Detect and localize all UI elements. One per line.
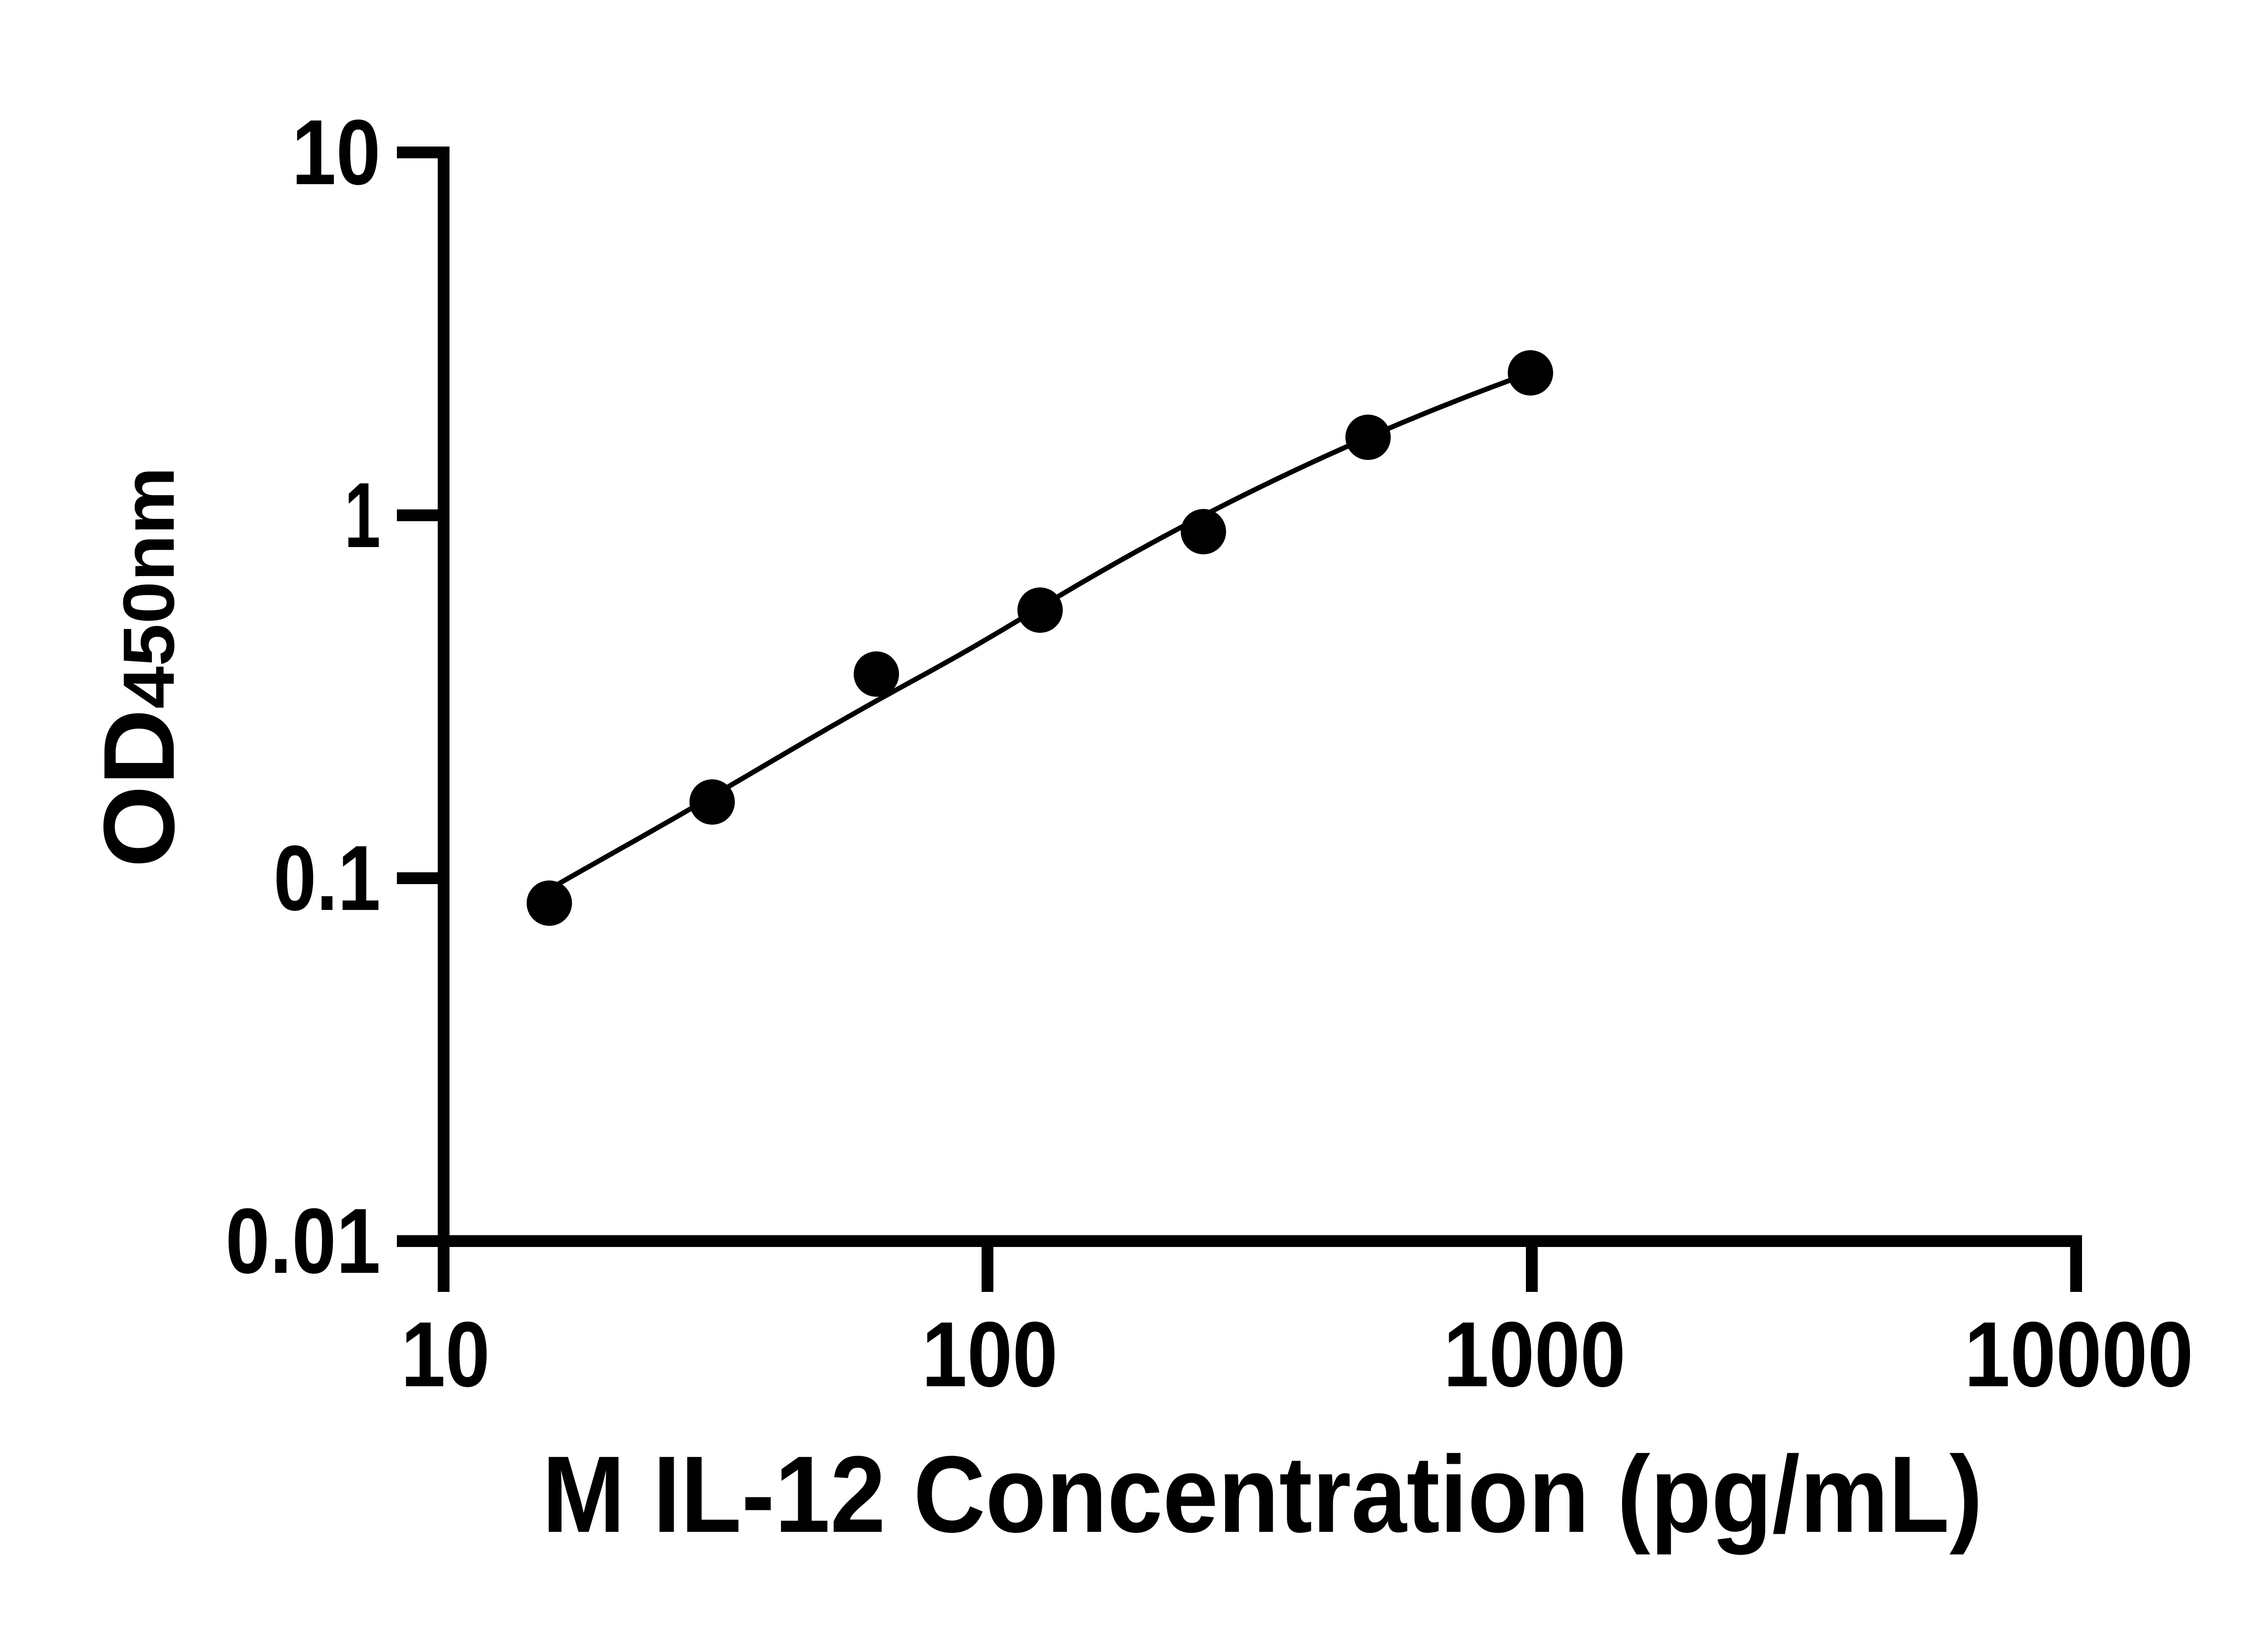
svg-text:10: 10 bbox=[401, 1303, 490, 1406]
svg-text:10000: 10000 bbox=[1965, 1303, 2194, 1406]
svg-text:0.01: 0.01 bbox=[225, 1189, 381, 1293]
svg-text:M IL-12 Concentration (pg/mL): M IL-12 Concentration (pg/mL) bbox=[542, 1433, 1983, 1555]
svg-text:0.1: 0.1 bbox=[274, 826, 381, 930]
svg-text:1000: 1000 bbox=[1443, 1303, 1626, 1406]
svg-text:OD450nm: OD450nm bbox=[83, 467, 196, 868]
svg-text:100: 100 bbox=[922, 1303, 1058, 1406]
svg-text:10: 10 bbox=[292, 101, 381, 204]
svg-text:1: 1 bbox=[344, 464, 381, 567]
